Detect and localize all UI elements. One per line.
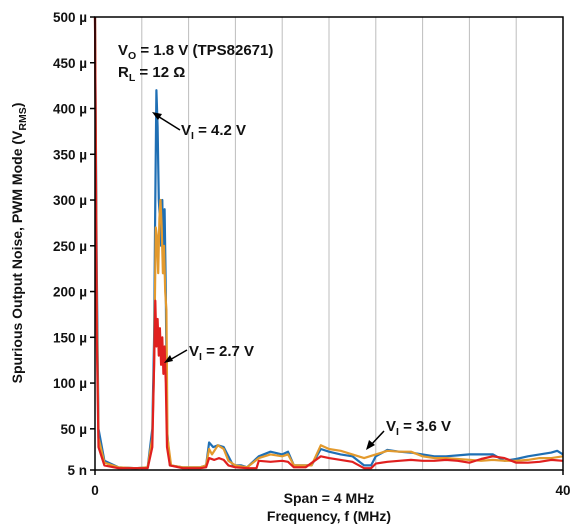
condition-vo-main: V (118, 42, 128, 59)
y-axis-label-sub: RMS (17, 107, 29, 130)
span-label: Span = 4 MHz (284, 490, 375, 506)
condition-rl-rest: = 12 Ω (135, 64, 185, 81)
y-axis-label-close: ) (9, 103, 25, 108)
y-tick-label: 500 µ (53, 10, 87, 25)
y-tick-label: 50 µ (60, 422, 87, 437)
grid-lines (142, 17, 516, 470)
annotation-label-4-2-main: V (181, 122, 191, 139)
annotation-label-3-6: VI = 3.6 V (386, 418, 451, 438)
annotation-label-4-2: VI = 4.2 V (181, 122, 246, 142)
condition-rl: RL = 12 Ω (118, 64, 185, 84)
condition-rl-main: R (118, 64, 129, 81)
y-tick-label: 150 µ (53, 330, 87, 345)
x-axis-label: Frequency, f (MHz) (267, 508, 391, 524)
x-tick-label: 40 (555, 483, 570, 498)
annotation-label-2-7-rest: = 2.7 V (202, 343, 254, 360)
y-tick-label: 100 µ (53, 376, 87, 391)
annotation-label-2-7-main: V (189, 343, 199, 360)
y-tick-label: 450 µ (53, 56, 87, 71)
condition-vo-sub: O (128, 50, 136, 62)
y-tick-label: 200 µ (53, 285, 87, 300)
annotation-label-3-6-main: V (386, 418, 396, 435)
annotation-vi-2-7: VI = 2.7 V (164, 343, 254, 363)
y-tick-label: 300 µ (53, 193, 87, 208)
y-tick-label: 350 µ (53, 147, 87, 162)
y-axis-ticks: 5 n 50 µ 100 µ 150 µ 200 µ 250 µ 300 µ 350 µ 400… (53, 10, 95, 478)
y-tick-label: 5 n (67, 463, 87, 478)
x-tick-label: 0 (91, 483, 99, 498)
y-tick-label: 250 µ (53, 239, 87, 254)
annotation-label-2-7: VI = 2.7 V (189, 343, 254, 363)
annotation-label-3-6-rest: = 3.6 V (399, 418, 451, 435)
y-axis-label: Spurious Output Noise, PWM Mode (VRMS) (9, 103, 29, 384)
annotation-vi-3-6: VI = 3.6 V (366, 418, 451, 450)
annotation-vi-4-2: VI = 4.2 V (152, 112, 246, 142)
y-tick-label: 400 µ (53, 102, 87, 117)
condition-vo-rest: = 1.8 V (TPS82671) (136, 42, 273, 59)
annotation-label-4-2-rest: = 4.2 V (194, 122, 246, 139)
y-axis-label-main: Spurious Output Noise, PWM Mode (V (9, 130, 25, 383)
